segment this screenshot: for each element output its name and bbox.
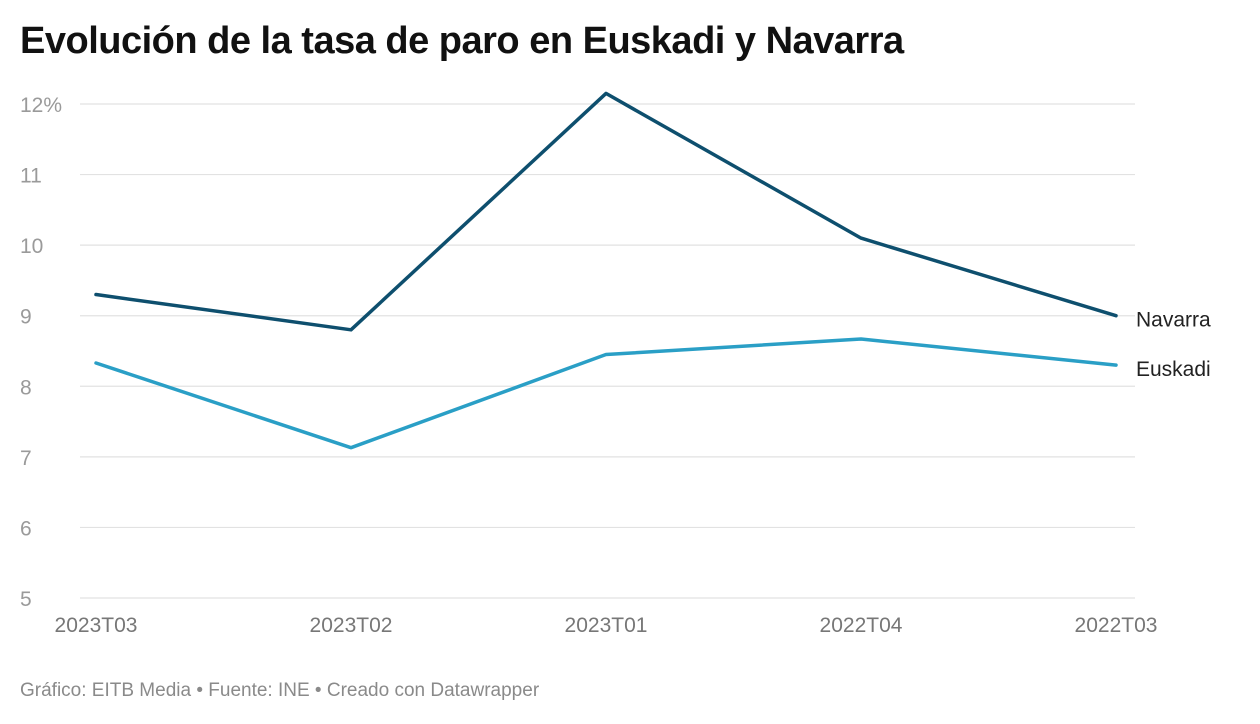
series-line-navarra bbox=[94, 91, 1118, 332]
series-line-euskadi bbox=[94, 337, 1118, 450]
series-label-euskadi: Euskadi bbox=[1136, 358, 1211, 381]
y-tick-label: 7 bbox=[20, 447, 32, 470]
x-tick-label: 2023T03 bbox=[55, 614, 138, 637]
y-tick-label: 12% bbox=[20, 94, 62, 117]
series bbox=[94, 91, 1118, 450]
y-tick-label: 5 bbox=[20, 588, 32, 611]
footer-credit: Gráfico: EITB Media • Fuente: INE • Crea… bbox=[20, 680, 540, 701]
y-tick-label: 9 bbox=[20, 306, 32, 329]
y-tick-label: 11 bbox=[20, 165, 42, 188]
y-tick-label: 8 bbox=[20, 376, 32, 399]
x-tick-label: 2022T03 bbox=[1075, 614, 1158, 637]
y-tick-label: 6 bbox=[20, 517, 32, 540]
x-tick-label: 2023T01 bbox=[565, 614, 648, 637]
series-labels: Navarra Euskadi bbox=[1136, 309, 1211, 381]
axes: 5 6 7 8 9 10 11 12% 2023T03 2023T02 2023T01 2022T04… bbox=[20, 94, 1157, 637]
y-tick-label: 10 bbox=[20, 235, 43, 258]
chart-title: Evolución de la tasa de paro en Euskadi … bbox=[20, 20, 904, 62]
x-tick-label: 2023T02 bbox=[310, 614, 393, 637]
x-tick-label: 2022T04 bbox=[820, 614, 903, 637]
gridlines bbox=[80, 103, 1135, 599]
series-label-navarra: Navarra bbox=[1136, 309, 1211, 332]
